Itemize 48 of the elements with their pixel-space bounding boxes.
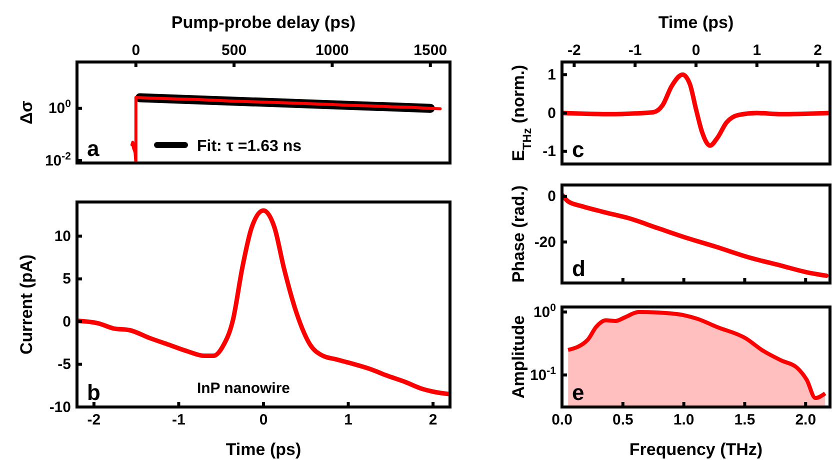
annotation: e bbox=[572, 380, 584, 405]
y-tick-label: 0 bbox=[62, 313, 71, 330]
y-tick-label: -1 bbox=[542, 143, 556, 160]
x-tick-label: 0.0 bbox=[552, 412, 572, 429]
y-tick-label: 10$^{-1}$ bbox=[530, 364, 556, 384]
y-tick-label: 10$^{0}$ bbox=[533, 302, 556, 321]
x-tick-label: 1500 bbox=[414, 42, 448, 59]
y-axis-title: Phase (rad.) bbox=[509, 185, 528, 283]
x-tick-label: 0 bbox=[692, 42, 700, 59]
x-tick-label: -2 bbox=[87, 412, 101, 429]
y-axis-title: Amplitude bbox=[509, 315, 528, 399]
annotation: b bbox=[87, 380, 100, 405]
x-tick-label: 1.5 bbox=[734, 412, 756, 429]
x-tick-label: 1 bbox=[344, 412, 352, 429]
annotation: InP nanowire bbox=[196, 380, 290, 397]
x-tick-label: 500 bbox=[222, 42, 247, 59]
x-tick-label: 1000 bbox=[316, 42, 349, 59]
annotation: a bbox=[87, 136, 100, 161]
x-tick-label: 0.5 bbox=[612, 412, 634, 429]
x-tick-label: -1 bbox=[628, 42, 642, 59]
x-tick-label: 0 bbox=[259, 412, 268, 429]
legend-label: Fit: τ =1.63 ns bbox=[197, 138, 302, 155]
y-axis-title: Current (pA) bbox=[17, 254, 36, 355]
x-tick-label: -2 bbox=[568, 42, 581, 59]
x-axis-title: Time (ps) bbox=[658, 13, 734, 32]
y-tick-label: -10 bbox=[49, 398, 71, 416]
x-tick-label: -1 bbox=[172, 412, 186, 429]
y-tick-label: -20 bbox=[534, 234, 556, 251]
x-tick-label: 0 bbox=[132, 42, 140, 59]
x-axis-title: Frequency (THz) bbox=[629, 440, 763, 459]
annotation: c bbox=[572, 137, 584, 162]
x-axis-title: Time (ps) bbox=[226, 440, 302, 459]
y-tick-label: 1 bbox=[548, 66, 556, 84]
x-tick-label: 2 bbox=[814, 42, 822, 59]
y-tick-label: 0 bbox=[548, 188, 556, 206]
x-tick-label: 2.0 bbox=[795, 412, 816, 429]
y-axis-title: Δσ bbox=[17, 100, 36, 124]
y-tick-label: 10$^{0}$ bbox=[48, 98, 72, 118]
x-tick-label: 1 bbox=[752, 42, 762, 59]
x-tick-label: 1.0 bbox=[673, 412, 694, 429]
annotation: d bbox=[572, 256, 586, 281]
y-tick-label: 10 bbox=[54, 228, 71, 245]
x-axis-title: Pump-probe delay (ps) bbox=[171, 13, 356, 32]
y-tick-label: 0 bbox=[548, 104, 556, 122]
y-tick-label: 10$^{-2}$ bbox=[44, 150, 72, 170]
x-tick-label: 2 bbox=[428, 412, 438, 429]
y-tick-label: 5 bbox=[62, 270, 71, 288]
y-tick-label: -5 bbox=[58, 356, 71, 374]
